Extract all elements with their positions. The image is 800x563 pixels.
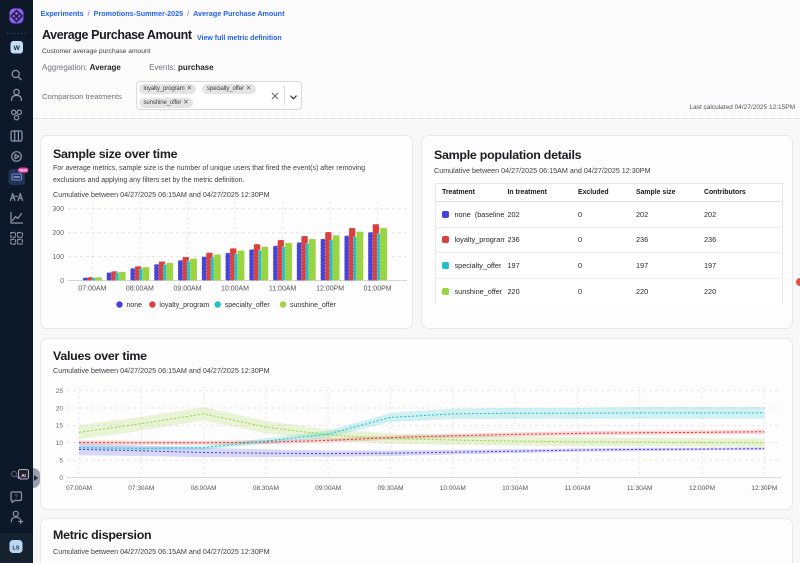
svg-text:09:00AM: 09:00AM bbox=[173, 286, 201, 293]
svg-text:300: 300 bbox=[52, 206, 64, 213]
svg-text:09:30AM: 09:30AM bbox=[377, 485, 403, 492]
svg-text:10: 10 bbox=[56, 440, 64, 447]
svg-text:07:30AM: 07:30AM bbox=[128, 485, 154, 492]
svg-text:07:00AM: 07:00AM bbox=[78, 286, 106, 293]
svg-text:NEW: NEW bbox=[19, 169, 28, 173]
svg-text:25: 25 bbox=[56, 388, 64, 395]
svg-text:08:30AM: 08:30AM bbox=[253, 485, 279, 492]
svg-text:10:00AM: 10:00AM bbox=[440, 485, 466, 492]
svg-text:08:00AM: 08:00AM bbox=[191, 485, 217, 492]
svg-text:LS: LS bbox=[13, 545, 20, 551]
svg-text:07:00AM: 07:00AM bbox=[66, 485, 92, 492]
svg-text:11:00AM: 11:00AM bbox=[269, 286, 297, 293]
svg-text:loyalty_program: loyalty_program bbox=[159, 302, 209, 309]
svg-text:12:00PM: 12:00PM bbox=[316, 286, 344, 293]
svg-text:15: 15 bbox=[56, 423, 64, 430]
svg-text:20: 20 bbox=[56, 405, 64, 412]
svg-text:12:00PM: 12:00PM bbox=[689, 485, 715, 492]
svg-text:01:00PM: 01:00PM bbox=[364, 286, 392, 293]
svg-text:11:00AM: 11:00AM bbox=[565, 485, 591, 492]
svg-text:W: W bbox=[13, 45, 20, 52]
svg-text:?: ? bbox=[15, 495, 18, 501]
svg-text:none: none bbox=[127, 302, 143, 309]
svg-text:5: 5 bbox=[59, 458, 63, 465]
svg-text:09:00AM: 09:00AM bbox=[315, 485, 341, 492]
svg-text:AI: AI bbox=[21, 473, 26, 478]
svg-text:08:00AM: 08:00AM bbox=[126, 286, 154, 293]
svg-text:12:30PM: 12:30PM bbox=[751, 485, 777, 492]
svg-text:100: 100 bbox=[52, 254, 64, 261]
svg-text:specialty_offer: specialty_offer bbox=[225, 302, 271, 309]
svg-text:0: 0 bbox=[60, 278, 64, 285]
svg-text:11:30AM: 11:30AM bbox=[627, 485, 653, 492]
svg-text:10:30AM: 10:30AM bbox=[502, 485, 528, 492]
svg-text:sunshine_offer: sunshine_offer bbox=[290, 302, 336, 309]
svg-text:10:00AM: 10:00AM bbox=[221, 286, 249, 293]
svg-text:0: 0 bbox=[59, 475, 63, 482]
svg-text:200: 200 bbox=[52, 230, 64, 237]
